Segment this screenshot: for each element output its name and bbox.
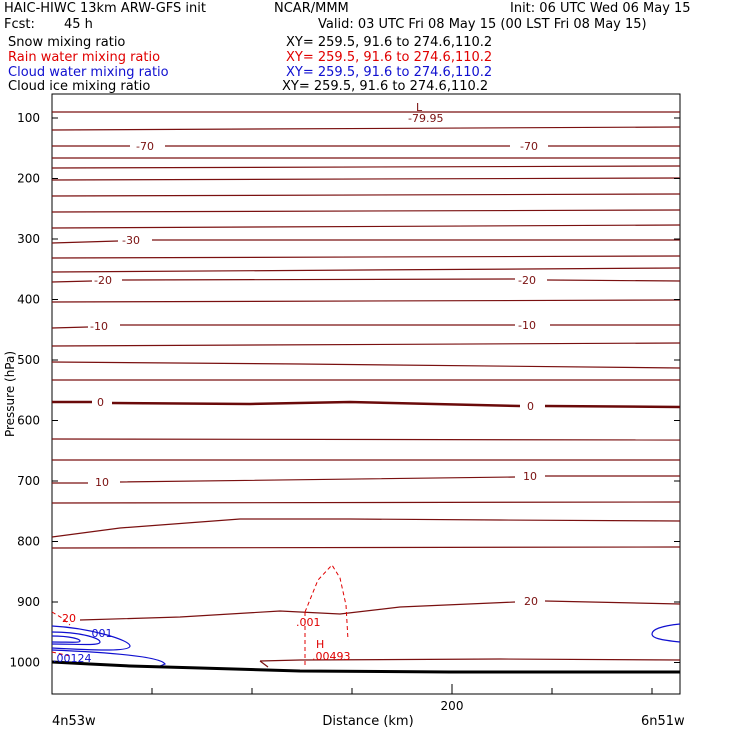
contour-label: -10 <box>518 319 536 332</box>
cloud-water-contour <box>51 625 131 651</box>
contour-label: 10 <box>523 470 537 483</box>
temp-contour <box>51 438 681 441</box>
field-name-rain: Rain water mixing ratio <box>8 50 161 65</box>
y-tick-label: 900 <box>17 595 40 609</box>
min-marker-value: -79.95 <box>408 112 443 125</box>
temp-contour <box>79 600 681 621</box>
rain-contour-label: .001 <box>296 616 321 629</box>
temperature-contours <box>51 111 681 668</box>
forecast-hours: 45 h <box>64 17 93 32</box>
field-name-cloud-water: Cloud water mixing ratio <box>8 65 169 80</box>
cloud-water-contour-label: .00124 <box>53 652 92 665</box>
temp-contour <box>51 126 681 131</box>
y-tick-label: 200 <box>17 172 40 186</box>
y-tick-label: 800 <box>17 535 40 549</box>
init-time: Init: 06 UTC Wed 06 May 15 <box>510 1 691 16</box>
field-xy-cloud-water: XY= 259.5, 91.6 to 274.6,110.2 <box>286 65 493 80</box>
contour-label: 20 <box>62 612 76 625</box>
field-name-cloud-ice: Cloud ice mixing ratio <box>8 79 151 94</box>
field-xy-cloud-ice: XY= 259.5, 91.6 to 274.6,110.2 <box>282 79 489 94</box>
rain-max-letter: H <box>316 638 324 651</box>
x-axis-title: Distance (km) <box>322 714 413 729</box>
temp-contour <box>51 193 681 197</box>
y-axis-title: Pressure (hPa) <box>3 351 17 437</box>
temp-contour <box>51 239 680 244</box>
contour-label: 0 <box>97 396 104 409</box>
rain-contour <box>51 611 71 626</box>
cloud-water-contour-label: .001 <box>88 627 113 640</box>
y-tick-label: 100 <box>17 111 40 125</box>
model-title: HAIC-HIWC 13km ARW-GFS init <box>4 1 206 16</box>
temp-contour <box>51 209 681 213</box>
plot-frame <box>51 93 681 695</box>
cloud-water-labels: .001 .00124 <box>53 627 113 665</box>
temp-contour <box>51 278 681 283</box>
temp-contour <box>51 267 681 273</box>
y-tick-label: 1000 <box>9 656 40 670</box>
x-tick-label: 200 <box>441 699 464 713</box>
contour-label: -70 <box>520 140 538 153</box>
y-tick-label: 300 <box>17 232 40 246</box>
rain-contour <box>51 651 71 657</box>
temperature-min-marker: L -79.95 <box>408 101 443 125</box>
forecast-label: Fcst: <box>4 17 35 32</box>
cloud-water-contour <box>51 631 101 646</box>
contour-label: 10 <box>95 476 109 489</box>
valid-time: Valid: 03 UTC Fri 08 May 15 (00 LST Fri … <box>318 17 647 32</box>
cloud-water-contour <box>51 649 166 667</box>
temp-contour <box>51 299 681 303</box>
temperature-labels: -70 -70 -30 -20 -20 -10 -10 0 0 10 10 20… <box>62 140 538 625</box>
y-tick-label: 400 <box>17 293 40 307</box>
cloud-water-contour <box>651 623 681 643</box>
temp-contour <box>259 658 681 662</box>
temp-contour <box>51 255 681 259</box>
temp-contour <box>51 501 681 504</box>
cloud-water-contour <box>51 635 81 643</box>
temp-contour <box>51 177 681 181</box>
field-name-snow: Snow mixing ratio <box>8 35 126 50</box>
terrain-line <box>51 660 680 674</box>
min-marker-letter: L <box>416 101 423 114</box>
temp-contour <box>51 224 681 229</box>
y-tick-label: 500 <box>17 353 40 367</box>
field-xy-rain: XY= 259.5, 91.6 to 274.6,110.2 <box>286 50 493 65</box>
freezing-level-contour <box>52 400 681 409</box>
field-xy-snow: XY= 259.5, 91.6 to 274.6,110.2 <box>286 35 493 50</box>
y-tick-label: 700 <box>17 474 40 488</box>
org-label: NCAR/MMM <box>274 1 349 16</box>
temp-contour <box>51 342 681 347</box>
contour-label: -10 <box>90 320 108 333</box>
contour-label: 20 <box>524 595 538 608</box>
contour-label: 0 <box>527 400 534 413</box>
contour-label: -20 <box>94 274 112 287</box>
temp-contour <box>51 165 681 169</box>
temp-contour <box>52 475 680 484</box>
contour-label: -20 <box>518 274 536 287</box>
temp-contour <box>51 324 680 329</box>
x-start-location: 4n53w <box>52 714 96 729</box>
contour-label: -70 <box>136 140 154 153</box>
x-axis: 200 <box>51 684 653 713</box>
y-tick-label: 600 <box>17 414 40 428</box>
temp-contour <box>51 546 681 549</box>
rain-max-value: .00493 <box>312 650 351 663</box>
contour-label: -30 <box>122 234 140 247</box>
rain-contours <box>51 564 349 668</box>
rain-labels: .001 H .00493 <box>296 616 351 663</box>
temp-contour <box>51 361 681 369</box>
temp-contour <box>51 518 681 538</box>
rain-contour <box>304 564 349 641</box>
temp-contour <box>259 660 269 668</box>
x-end-location: 6n51w <box>641 714 685 729</box>
cloud-water-contours <box>51 623 681 667</box>
